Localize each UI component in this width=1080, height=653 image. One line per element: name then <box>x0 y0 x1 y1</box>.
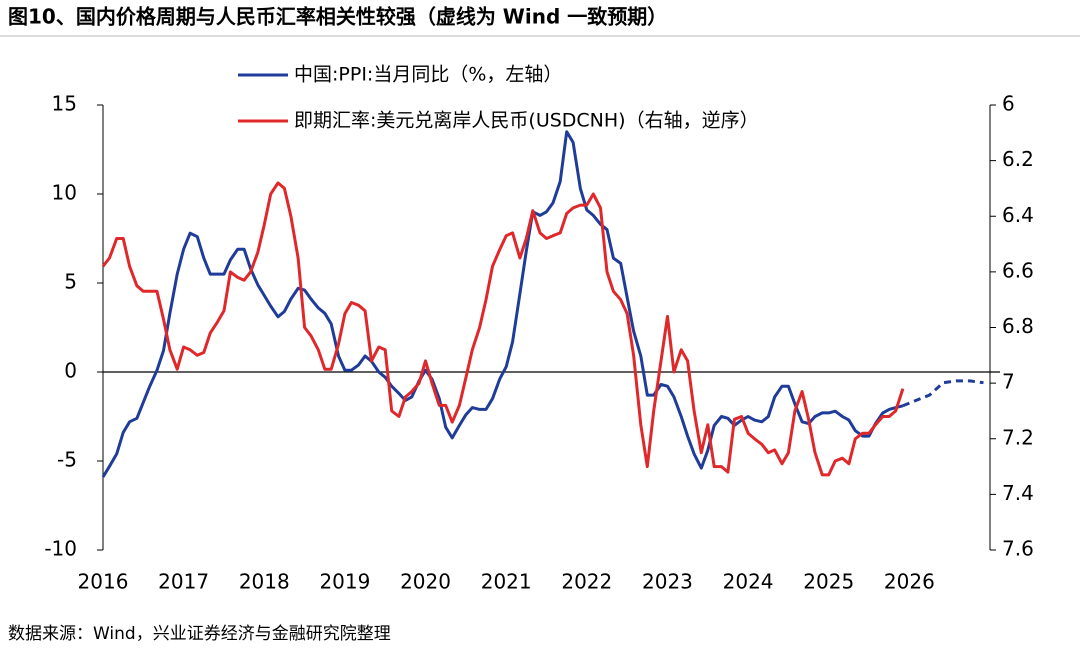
x-tick-label: 2018 <box>239 570 290 594</box>
y2-tick-label: 7.2 <box>1002 425 1034 449</box>
y2-tick-label: 6.2 <box>1002 147 1034 171</box>
y2-tick-label: 7.4 <box>1002 481 1034 505</box>
legend-label: 中国:PPI:当月同比（%，左轴） <box>294 64 562 86</box>
x-tick-label: 2017 <box>158 570 209 594</box>
series-line <box>101 181 905 477</box>
y2-tick-label: 7 <box>1002 370 1015 394</box>
chart-title: 图10、国内价格周期与人民币汇率相关性较强（虚线为 Wind 一致预期） <box>8 5 667 29</box>
y2-tick-label: 6 <box>1002 92 1015 116</box>
y2-tick-label: 7.6 <box>1002 537 1034 561</box>
x-tick-label: 2024 <box>723 570 774 594</box>
y-tick-label: 15 <box>52 92 77 116</box>
x-tick-label: 2020 <box>400 570 451 594</box>
series-line <box>101 130 904 478</box>
source-note: 数据来源：Wind，兴业证券经济与金融研究院整理 <box>8 624 391 644</box>
y2-tick-label: 6.6 <box>1002 258 1034 282</box>
x-tick-label: 2025 <box>803 570 854 594</box>
y-tick-label: 0 <box>64 359 77 383</box>
y-tick-label: -10 <box>44 537 77 561</box>
legend-label: 即期汇率:美元兑离岸人民币(USDCNH)（右轴，逆序） <box>294 110 759 132</box>
y-tick-label: 10 <box>52 181 77 205</box>
y-tick-label: -5 <box>57 448 77 472</box>
x-tick-label: 2023 <box>642 570 693 594</box>
x-tick-label: 2021 <box>481 570 532 594</box>
x-tick-label: 2016 <box>78 570 129 594</box>
x-tick-label: 2026 <box>884 570 935 594</box>
series-line <box>902 379 984 408</box>
x-tick-label: 2019 <box>319 570 370 594</box>
y2-tick-label: 6.4 <box>1002 203 1034 227</box>
y2-tick-label: 6.8 <box>1002 314 1034 338</box>
y-tick-label: 5 <box>64 270 77 294</box>
x-tick-label: 2022 <box>561 570 612 594</box>
